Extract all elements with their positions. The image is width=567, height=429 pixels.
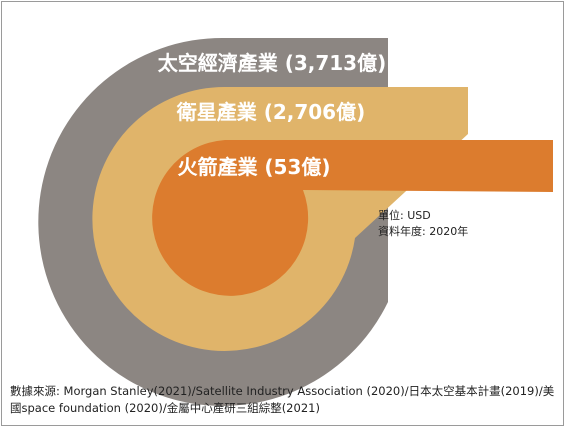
space-economy-label: 太空經濟產業 (3,713億) xyxy=(158,51,387,75)
year-note: 資料年度: 2020年 xyxy=(378,225,469,238)
rocket-industry-band xyxy=(152,140,553,296)
rocket-industry-label: 火箭產業 (53億) xyxy=(177,155,330,179)
unit-note: 單位: USD xyxy=(378,209,431,222)
satellite-industry-label: 衛星產業 (2,706億) xyxy=(176,100,366,124)
source-note: 數據來源: Morgan Stanley(2021)/Satellite Ind… xyxy=(10,384,555,415)
